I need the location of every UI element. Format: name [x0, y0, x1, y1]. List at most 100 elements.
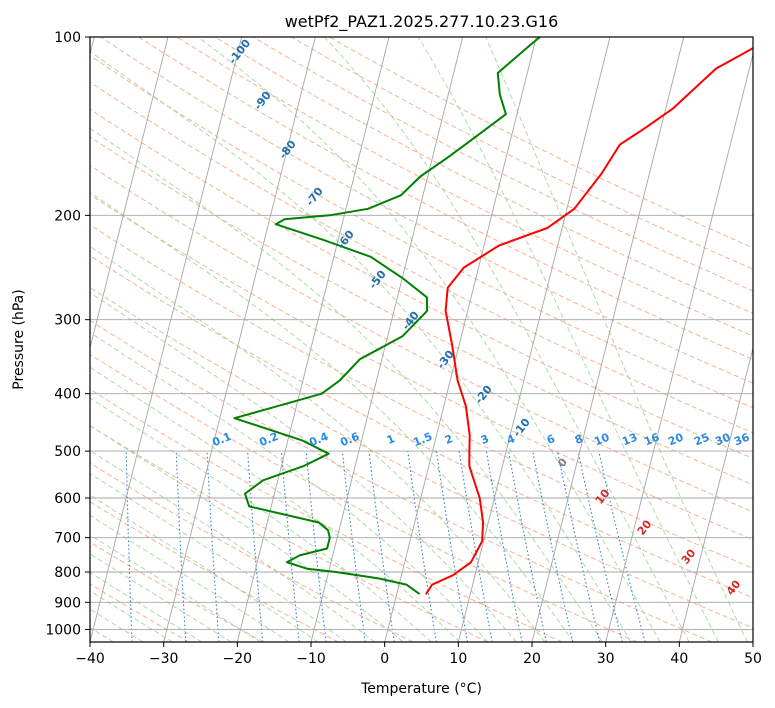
dry-adiabat [90, 255, 753, 599]
moist-adiabat-label: 20 [635, 517, 655, 537]
temperature-line [425, 46, 753, 595]
isotherm-line [752, 640, 753, 642]
dry-adiabat-label: -60 [334, 228, 357, 252]
y-tick-label: 800 [54, 565, 81, 581]
isotherm-line [236, 37, 390, 642]
mixing-ratio-label: 25 [692, 431, 711, 449]
dry-adiabat [90, 462, 414, 642]
dry-adiabat [90, 501, 339, 642]
mixing-ratio-label: 1 [385, 432, 397, 447]
isotherm-line [90, 37, 243, 642]
y-tick-label: 400 [54, 387, 81, 403]
profile-series [233, 37, 753, 595]
mixing-ratio-line [532, 450, 574, 642]
moist-adiabat [90, 424, 404, 642]
isotherm-line [163, 37, 316, 642]
y-axis-label: Pressure (hPa) [11, 289, 27, 389]
mixing-ratio-line [175, 451, 187, 642]
dry-adiabat [90, 224, 753, 569]
mixing-ratio-label: 0.1 [210, 430, 233, 449]
x-tick-label: 50 [744, 651, 762, 667]
dewpoint-line [233, 37, 541, 595]
moist-adiabat [90, 553, 232, 642]
dry-adiabat [90, 55, 753, 409]
plot-area: -100-90-80-70-60-50-40-30-20-100.1 0.2 0.4… [90, 37, 753, 642]
moist-adiabat [90, 331, 489, 642]
mixing-ratio-line [206, 451, 220, 642]
x-tick-label: 0 [380, 651, 389, 667]
dry-adiabat [90, 583, 190, 642]
dry-adiabat-label: -40 [399, 309, 422, 333]
moist-adiabat [323, 37, 690, 642]
mixing-ratio-label: 3 [479, 432, 491, 447]
x-axis: −40 −30 −20 −10 0 10 20 30 40 50 [75, 642, 762, 667]
x-tick-label: 30 [597, 651, 615, 667]
y-tick-label: 500 [54, 444, 81, 460]
isotherm-line [678, 346, 753, 642]
moist-adiabat [90, 534, 261, 642]
mixing-ratio-line [598, 450, 646, 642]
mixing-ratio-lines [125, 450, 646, 642]
dry-adiabat [252, 37, 753, 292]
moist-adiabat [90, 494, 318, 642]
mixing-ratio-label: 6 [545, 432, 557, 447]
mixing-ratio-label: 2 [443, 432, 455, 447]
isotherm-line [384, 37, 537, 642]
y-tick-label: 300 [54, 313, 81, 329]
dry-adiabat-label: -20 [472, 383, 495, 407]
dry-adiabat [90, 81, 753, 434]
mixing-ratio-line [435, 451, 469, 642]
moist-adiabat [90, 571, 203, 642]
y-tick-label: 100 [54, 30, 81, 46]
moist-adiabat-label: 40 [724, 577, 744, 597]
dry-adiabat-label: -80 [276, 138, 299, 162]
y-tick-label: 700 [54, 531, 81, 547]
isotherm-line [531, 37, 685, 642]
mixing-ratio-label: 0.6 [338, 430, 361, 449]
isotherm-line [457, 37, 611, 642]
y-tick-label: 600 [54, 491, 81, 507]
mixing-ratio-line [458, 451, 493, 642]
mixing-ratio-line [407, 451, 437, 642]
mixing-ratio-label: 1.5 [411, 430, 434, 449]
y-tick-label: 1000 [45, 622, 81, 638]
y-tick-label: 900 [54, 595, 81, 611]
x-tick-label: 20 [523, 651, 541, 667]
x-tick-label: −20 [223, 651, 253, 667]
moist-adiabat [90, 366, 461, 642]
isobars [90, 214, 753, 630]
moist-adiabat [417, 37, 719, 642]
moist-adiabat [90, 191, 575, 642]
moist-adiabat-label: 30 [679, 546, 699, 566]
x-axis-label: Temperature (°C) [360, 681, 482, 697]
mixing-ratio-label: 30 [713, 431, 732, 449]
x-tick-label: 40 [670, 651, 688, 667]
moist-adiabat [90, 449, 376, 642]
moist-adiabat [90, 397, 432, 642]
mixing-ratio-line [508, 451, 547, 642]
isotherms [90, 37, 753, 642]
moist-adiabats [90, 37, 748, 642]
y-tick-label: 200 [54, 208, 81, 224]
moist-adiabat [90, 514, 290, 642]
x-tick-label: −10 [296, 651, 326, 667]
isotherm-line [310, 37, 464, 642]
y-axis: 100 200 300 400 500 600 700 800 900 1000 [45, 30, 90, 638]
mixing-ratio-line [341, 451, 366, 642]
x-tick-label: 10 [449, 651, 467, 667]
dry-adiabat [100, 37, 753, 384]
dry-adiabat [138, 37, 753, 361]
dry-adiabat [90, 287, 753, 629]
isotherm-line [605, 52, 753, 642]
mixing-ratio-label: 8 [573, 432, 585, 447]
dry-adiabat [90, 136, 753, 486]
mixing-ratio-label: 16 [642, 431, 661, 449]
mixing-ratio-label: 10 [592, 431, 611, 449]
mixing-ratio-label: 36 [732, 431, 751, 449]
dry-adiabat-label: -100 [226, 37, 253, 67]
isotherm-line [90, 37, 169, 350]
moist-adiabat [90, 291, 517, 642]
mixing-ratio-line [556, 450, 601, 642]
dry-adiabat [90, 319, 712, 642]
